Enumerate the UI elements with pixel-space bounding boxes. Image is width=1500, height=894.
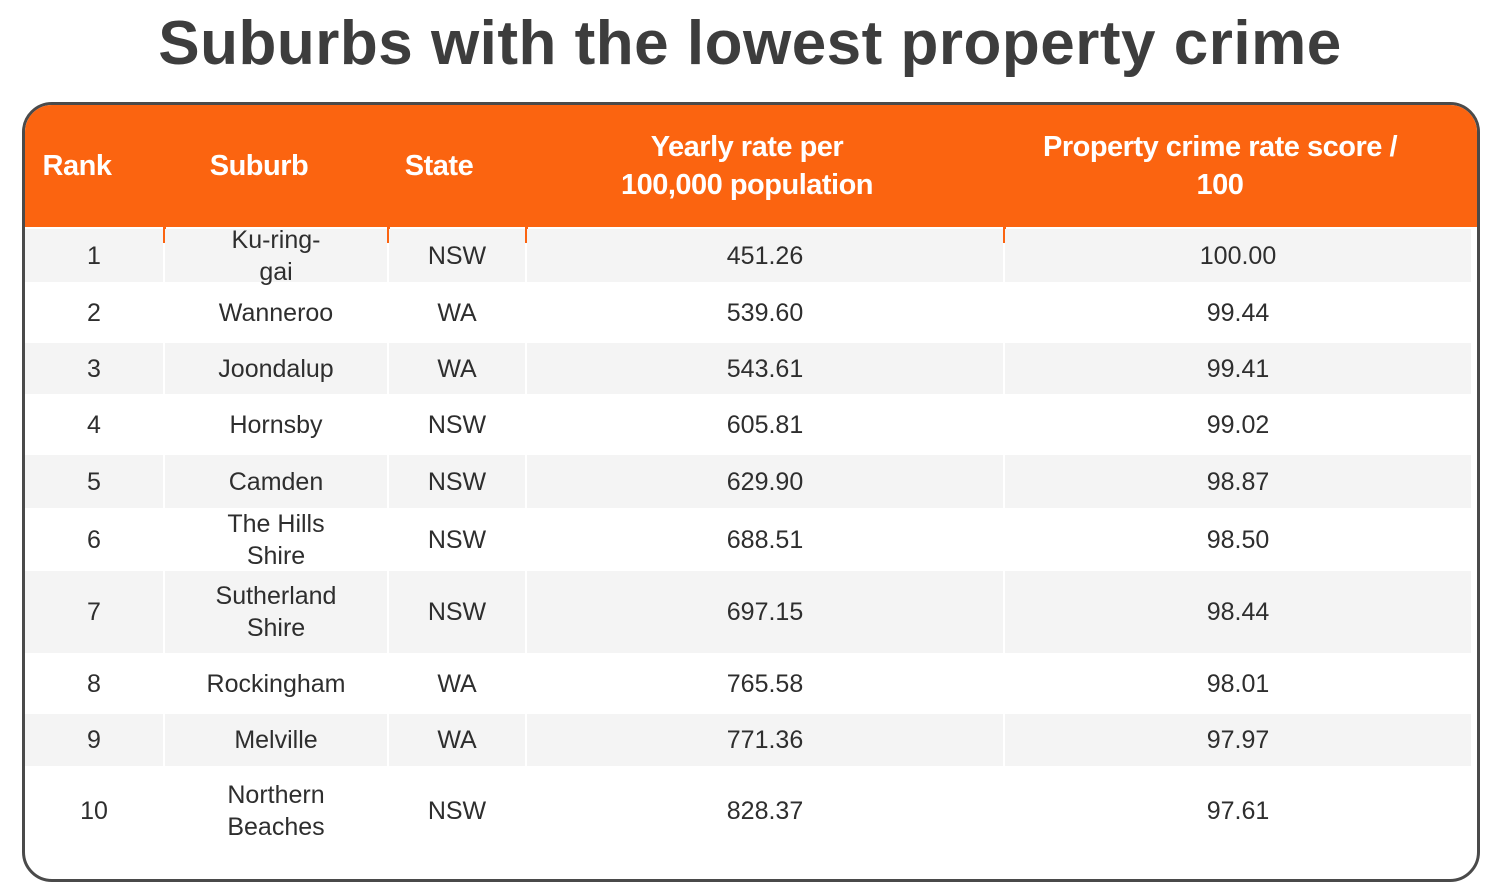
table-header: Rank Suburb State Yearly rate per 100,00… xyxy=(25,105,1477,227)
score-cell: 99.02 xyxy=(1206,410,1270,439)
state-cell: NSW xyxy=(427,410,487,439)
table-row: 5 Camden NSW 629.90 98.87 xyxy=(25,455,1471,512)
score-cell: 100.00 xyxy=(1005,229,1471,282)
rank-cell: 1 xyxy=(25,229,163,282)
table-row: 6 The Hills Shire NSW 688.51 98.50 xyxy=(25,509,1471,571)
table-row: 4 Hornsby NSW 605.81 99.02 xyxy=(25,398,1471,455)
state-cell: NSW xyxy=(427,797,487,825)
suburb-cell: Melville xyxy=(165,714,387,766)
header-rank: Rank xyxy=(42,150,112,182)
yearly-rate-cell: 543.61 xyxy=(527,343,1003,394)
yearly-rate-cell: 765.58 xyxy=(726,669,804,698)
suburb-cell: The Hills Shire xyxy=(227,509,325,570)
score-cell: 99.44 xyxy=(1206,298,1270,327)
yearly-rate-cell: 771.36 xyxy=(527,714,1003,766)
column-divider xyxy=(163,227,166,243)
yearly-rate-cell: 688.51 xyxy=(726,525,804,554)
suburb-cell: Northern Beaches xyxy=(227,781,325,841)
suburb-cell: Wanneroo xyxy=(218,298,334,327)
state-cell: NSW xyxy=(427,525,487,554)
state-cell: NSW xyxy=(389,571,525,653)
rank-cell: 9 xyxy=(25,714,163,766)
rank-cell: 8 xyxy=(87,669,101,698)
suburb-cell: Hornsby xyxy=(229,410,323,439)
rank-cell: 7 xyxy=(25,571,163,653)
rank-cell: 2 xyxy=(87,298,101,327)
header-state: State xyxy=(404,150,474,182)
state-cell: WA xyxy=(437,298,477,327)
table-row: 2 Wanneroo WA 539.60 99.44 xyxy=(25,286,1471,343)
yearly-rate-cell: 697.15 xyxy=(527,571,1003,653)
score-cell: 98.01 xyxy=(1206,669,1270,698)
table-row: 1 Ku-ring-gai NSW 451.26 100.00 xyxy=(25,226,1471,286)
table-row: 7 Sutherland Shire NSW 697.15 98.44 xyxy=(25,571,1471,657)
score-cell: 98.44 xyxy=(1005,571,1471,653)
header-score: Property crime rate score / 100 xyxy=(1042,131,1398,201)
score-cell: 97.97 xyxy=(1005,714,1471,766)
suburb-cell: Camden xyxy=(165,455,387,508)
rank-cell: 3 xyxy=(25,343,163,394)
rank-cell: 5 xyxy=(25,455,163,508)
yearly-rate-cell: 828.37 xyxy=(726,797,804,825)
yearly-rate-cell: 539.60 xyxy=(726,298,804,327)
suburb-cell: Ku-ring-gai xyxy=(165,226,387,286)
state-cell: WA xyxy=(437,669,477,698)
table-row: 8 Rockingham WA 765.58 98.01 xyxy=(25,657,1471,714)
rank-cell: 10 xyxy=(80,797,108,825)
yearly-rate-cell: 629.90 xyxy=(527,455,1003,508)
column-divider xyxy=(1003,227,1006,243)
state-cell: NSW xyxy=(389,229,525,282)
header-yearly-rate: Yearly rate per 100,000 population xyxy=(620,131,874,201)
score-cell: 99.41 xyxy=(1005,343,1471,394)
score-cell: 97.61 xyxy=(1206,797,1270,825)
suburb-cell: Rockingham xyxy=(206,669,346,698)
crime-table: Rank Suburb State Yearly rate per 100,00… xyxy=(22,102,1480,882)
yearly-rate-cell: 451.26 xyxy=(527,229,1003,282)
table-row: 9 Melville WA 771.36 97.97 xyxy=(25,714,1471,770)
rank-cell: 4 xyxy=(87,410,101,439)
state-cell: WA xyxy=(389,714,525,766)
table-row: 3 Joondalup WA 543.61 99.41 xyxy=(25,343,1471,398)
state-cell: NSW xyxy=(389,455,525,508)
header-suburb: Suburb xyxy=(209,150,309,182)
suburb-cell: Sutherland Shire xyxy=(165,571,387,653)
table-row: 10 Northern Beaches NSW 828.37 97.61 xyxy=(25,770,1471,856)
table-body: 1 Ku-ring-gai NSW 451.26 100.00 2 Wanneroo WA 53… xyxy=(25,226,1471,856)
column-divider xyxy=(525,227,528,243)
score-cell: 98.50 xyxy=(1206,525,1270,554)
rank-cell: 6 xyxy=(87,525,101,554)
score-cell: 98.87 xyxy=(1005,455,1471,508)
suburb-cell: Joondalup xyxy=(165,343,387,394)
yearly-rate-cell: 605.81 xyxy=(726,410,804,439)
state-cell: WA xyxy=(389,343,525,394)
page-title: Suburbs with the lowest property crime xyxy=(158,9,1342,78)
column-divider xyxy=(387,227,390,243)
